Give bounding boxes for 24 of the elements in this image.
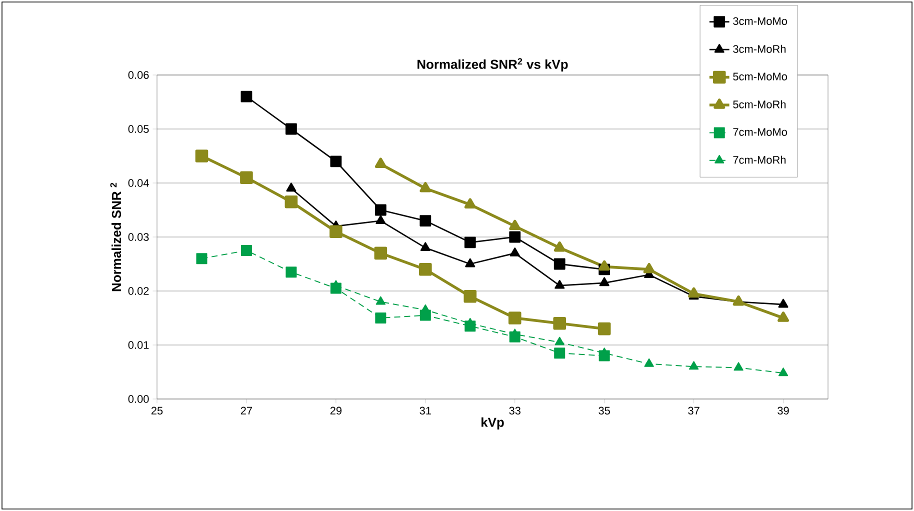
y-tick-label: 0.05 bbox=[128, 125, 149, 133]
x-axis-title: kVp bbox=[482, 417, 504, 430]
x-tick-label: 25 bbox=[151, 406, 163, 415]
y-tick-label: 0.06 bbox=[128, 71, 149, 79]
legend-label: 7cm-MoRh bbox=[733, 156, 786, 164]
x-tick-label: 39 bbox=[778, 406, 789, 415]
x-tick-label: 33 bbox=[509, 406, 520, 415]
legend-label: 7cm-MoMo bbox=[733, 128, 788, 136]
legend-label: 5cm-MoRh bbox=[733, 100, 786, 108]
x-tick-label: 29 bbox=[330, 406, 342, 415]
y-tick-label: 0.03 bbox=[128, 233, 149, 241]
y-axis-title: Normalized SNR $^{2}$ bbox=[110, 182, 122, 292]
x-tick-label: 37 bbox=[688, 406, 700, 415]
legend-label: 3cm-MoMo bbox=[733, 17, 788, 25]
x-tick-label: 35 bbox=[598, 406, 610, 415]
legend-label: 3cm-MoRh bbox=[733, 44, 786, 53]
x-tick-label: 31 bbox=[420, 406, 431, 415]
x-tick-label: 27 bbox=[240, 406, 252, 414]
y-tick-label: 0.04 bbox=[128, 179, 149, 187]
legend-label: 5cm-MoMo bbox=[733, 72, 788, 80]
y-tick-label: 0.02 bbox=[128, 287, 149, 295]
y-tick-label: 0.00 bbox=[128, 395, 149, 403]
chart-title: Normalized SNR$^{2}$ vs kVp bbox=[418, 58, 568, 72]
y-tick-label: 0.01 bbox=[128, 341, 149, 349]
